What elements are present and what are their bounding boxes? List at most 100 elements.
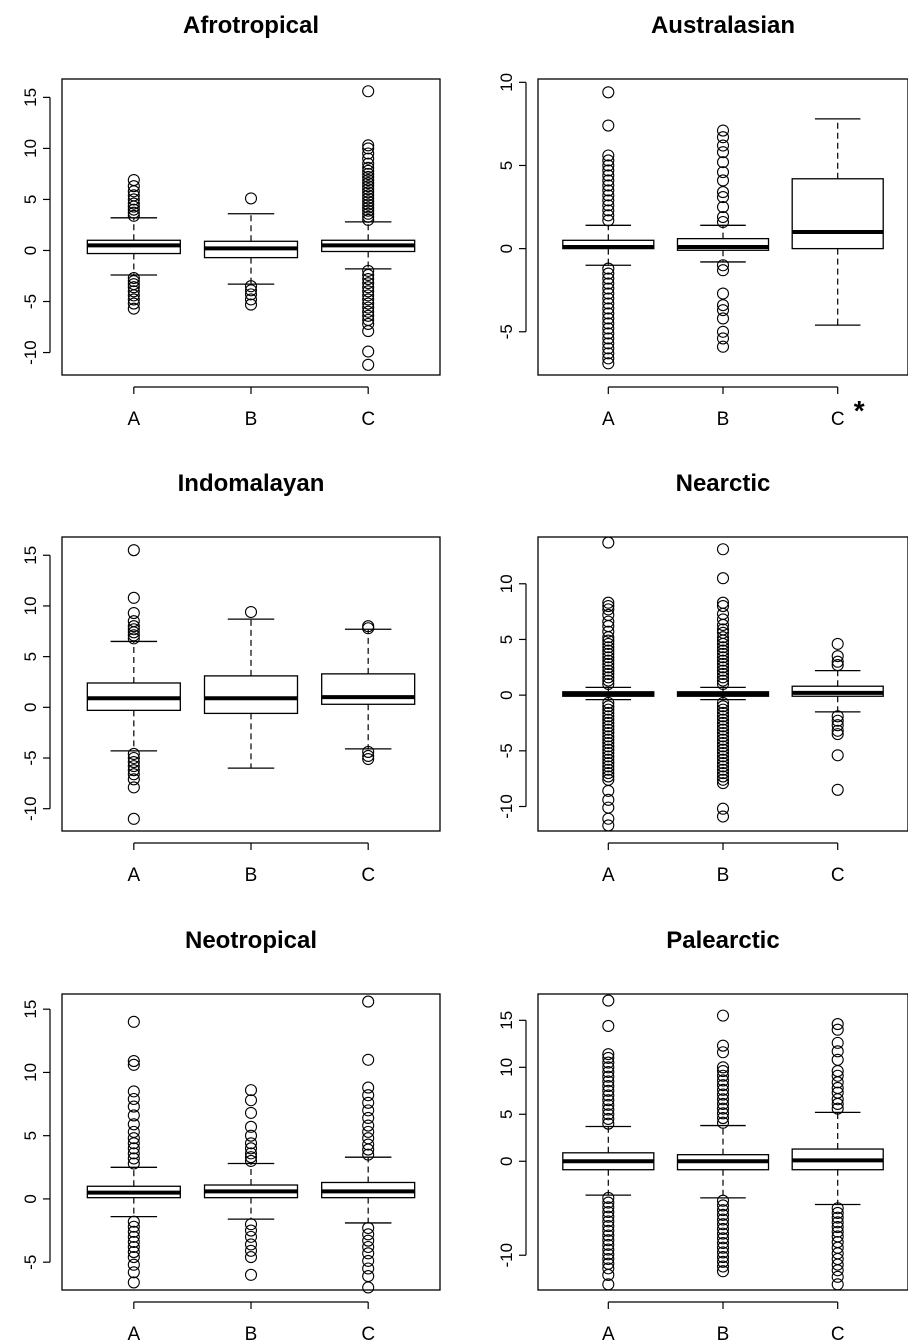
- outlier-point: [716, 1111, 730, 1125]
- outlier-point: [831, 1264, 844, 1277]
- y-tick-label: 0: [21, 703, 40, 712]
- outlier-point: [127, 173, 140, 187]
- outlier-point: [127, 760, 140, 773]
- plot-frame: [61, 536, 441, 832]
- outlier-point: [602, 327, 615, 340]
- y-tick-label: -5: [21, 750, 40, 765]
- y-tick-label: 5: [497, 635, 516, 644]
- outlier-point: [831, 1258, 844, 1271]
- outlier-point: [831, 710, 844, 723]
- outlier-point: [602, 209, 615, 222]
- outlier-point: [716, 661, 730, 674]
- x-tick-label-b: B: [717, 409, 730, 430]
- outlier-point: [244, 1238, 258, 1251]
- box-b: [203, 1084, 299, 1281]
- outlier-point: [716, 626, 730, 639]
- outlier-point: [602, 1070, 615, 1083]
- outlier-point: [716, 1088, 730, 1101]
- outlier-point: [127, 281, 140, 294]
- outlier-point: [127, 1118, 140, 1131]
- outlier-point: [362, 749, 375, 763]
- outlier-point: [244, 1218, 258, 1231]
- outlier-point: [831, 1202, 844, 1215]
- outlier-point: [602, 1084, 615, 1097]
- outlier-point: [831, 650, 844, 663]
- panel-title: Indomalayan: [178, 470, 325, 497]
- outlier-point: [602, 625, 615, 638]
- outlier-point: [127, 1266, 140, 1279]
- outlier-point: [362, 139, 375, 152]
- outlier-point: [831, 719, 844, 732]
- panel-title: Nearctic: [676, 470, 771, 497]
- outlier-point: [362, 177, 375, 190]
- y-tick-label: 10: [497, 73, 516, 92]
- outlier-point: [602, 312, 615, 325]
- outlier-point: [127, 773, 140, 786]
- outlier-point: [244, 1251, 258, 1264]
- outlier-point: [362, 317, 375, 331]
- outlier-point: [716, 264, 730, 277]
- y-tick-label: 15: [21, 88, 40, 107]
- outlier-point: [716, 1251, 730, 1264]
- outlier-point: [602, 667, 615, 681]
- outlier-point: [602, 1229, 615, 1242]
- outlier-point: [127, 1246, 140, 1259]
- outlier-point: [602, 757, 615, 770]
- outlier-point: [716, 304, 730, 317]
- outlier-point: [716, 671, 730, 684]
- outlier-point: [602, 1205, 615, 1219]
- outlier-point: [602, 1094, 615, 1107]
- outlier-point: [362, 268, 375, 282]
- outlier-point: [602, 1278, 615, 1291]
- outlier-point: [602, 1243, 615, 1256]
- outlier-point: [716, 651, 730, 664]
- outlier-point: [602, 657, 615, 671]
- outlier-point: [602, 730, 615, 743]
- outlier-point: [244, 1151, 258, 1164]
- outlier-point: [602, 199, 615, 212]
- outlier-point: [716, 340, 730, 353]
- y-tick-label: 0: [497, 244, 516, 253]
- outlier-point: [362, 1254, 375, 1267]
- outlier-point: [716, 777, 730, 790]
- outlier-point: [716, 773, 730, 786]
- outlier-point: [716, 1246, 730, 1259]
- outlier-point: [362, 186, 375, 199]
- outlier-point: [716, 1218, 730, 1231]
- outlier-point: [716, 332, 730, 345]
- outlier-point: [127, 1054, 140, 1068]
- outlier-point: [716, 156, 730, 169]
- outlier-point: [127, 623, 140, 636]
- outlier-point: [244, 1268, 258, 1281]
- outlier-point: [244, 284, 258, 297]
- outlier-point: [362, 305, 375, 318]
- outlier-point: [362, 142, 375, 155]
- outlier-point: [831, 659, 844, 672]
- outlier-point: [602, 262, 615, 275]
- outlier-point: [127, 206, 140, 219]
- outlier-point: [127, 1225, 140, 1238]
- outlier-point: [362, 1119, 375, 1132]
- outlier-point: [831, 1102, 844, 1115]
- outlier-point: [716, 677, 730, 691]
- y-tick-label: 10: [497, 1058, 516, 1077]
- outlier-point: [244, 1244, 258, 1257]
- box-c: [791, 1018, 884, 1291]
- outlier-point: [602, 1075, 615, 1088]
- outlier-point: [716, 166, 730, 179]
- outlier-point: [716, 654, 730, 667]
- outlier-point: [716, 743, 730, 756]
- outlier-point: [602, 159, 615, 172]
- outlier-point: [716, 1079, 730, 1092]
- outlier-point: [602, 1191, 615, 1204]
- outlier-point: [602, 634, 615, 647]
- outlier-point: [362, 207, 375, 220]
- outlier-point: [716, 191, 730, 204]
- outlier-point: [716, 146, 730, 159]
- outlier-point: [362, 752, 375, 766]
- outlier-point: [127, 1215, 140, 1228]
- outlier-point: [716, 1046, 730, 1059]
- outlier-point: [362, 1096, 375, 1109]
- outlier-point: [362, 1228, 375, 1241]
